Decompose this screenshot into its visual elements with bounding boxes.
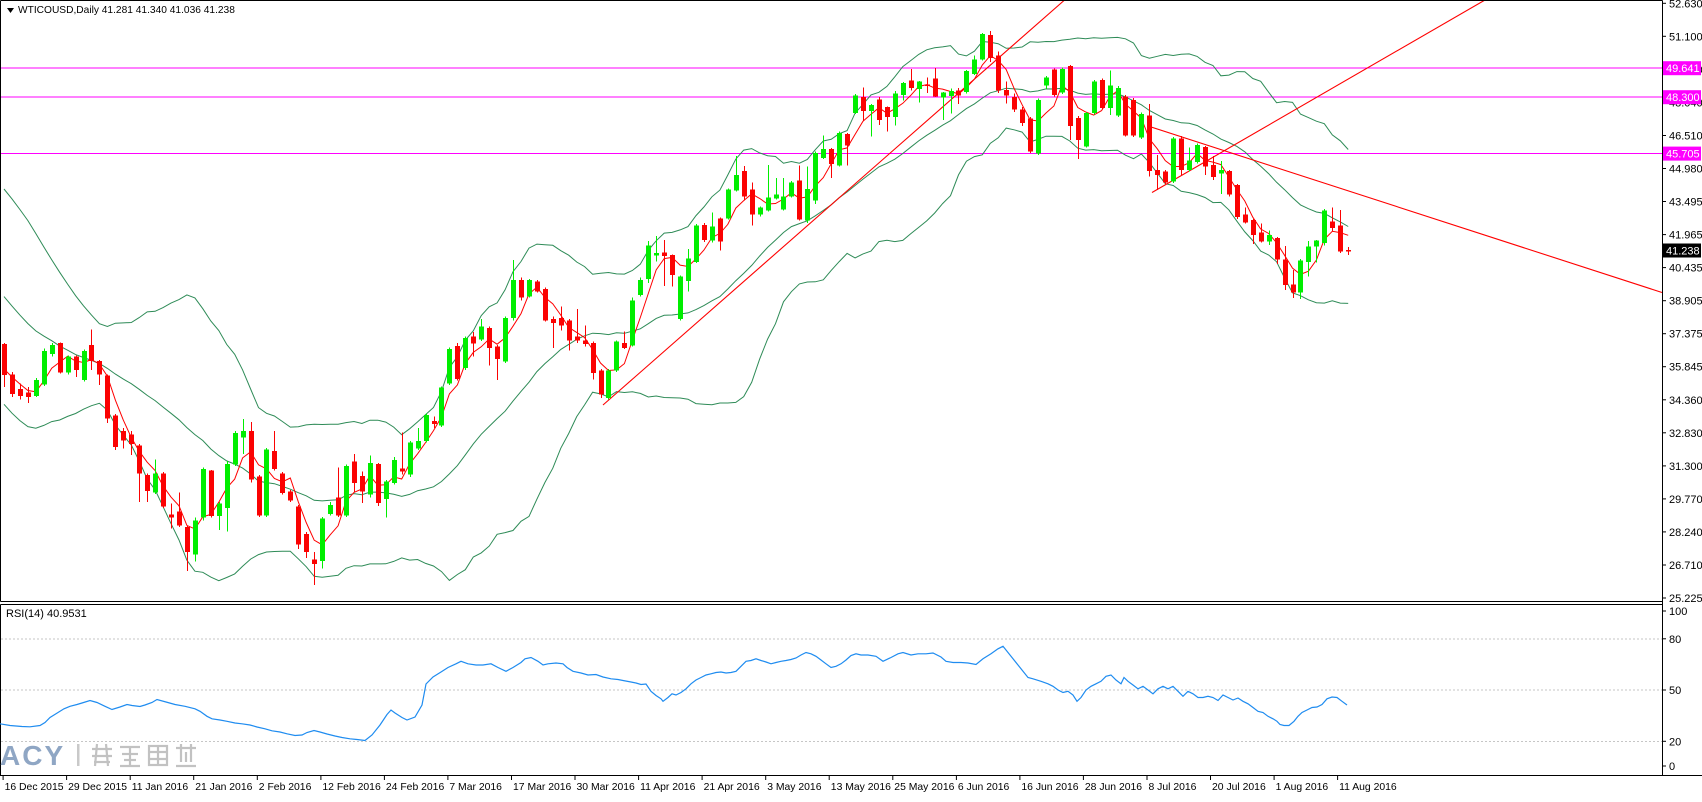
svg-text:25 May 2016: 25 May 2016 — [894, 782, 954, 793]
svg-text:11 Aug 2016: 11 Aug 2016 — [1339, 782, 1397, 793]
svg-text:49.641: 49.641 — [1666, 63, 1700, 75]
svg-text:20: 20 — [1669, 736, 1681, 748]
svg-text:34.360: 34.360 — [1669, 395, 1702, 407]
svg-text:24 Feb 2016: 24 Feb 2016 — [386, 782, 445, 793]
svg-text:25.225: 25.225 — [1669, 593, 1702, 605]
svg-text:38.905: 38.905 — [1669, 296, 1702, 308]
svg-text:0: 0 — [1669, 761, 1675, 773]
svg-text:32.830: 32.830 — [1669, 428, 1702, 440]
svg-text:29.770: 29.770 — [1669, 494, 1702, 506]
svg-text:20 Jul 2016: 20 Jul 2016 — [1212, 782, 1266, 793]
svg-text:41.965: 41.965 — [1669, 230, 1702, 242]
svg-text:35.845: 35.845 — [1669, 362, 1702, 374]
svg-text:2 Feb 2016: 2 Feb 2016 — [259, 782, 312, 793]
svg-text:7 Mar 2016: 7 Mar 2016 — [449, 782, 502, 793]
svg-text:28 Jun 2016: 28 Jun 2016 — [1085, 782, 1142, 793]
svg-text:16 Jun 2016: 16 Jun 2016 — [1021, 782, 1078, 793]
svg-text:44.980: 44.980 — [1669, 164, 1702, 176]
svg-text:12 Feb 2016: 12 Feb 2016 — [322, 782, 381, 793]
svg-text:21 Apr 2016: 21 Apr 2016 — [704, 782, 760, 793]
svg-text:26.710: 26.710 — [1669, 560, 1702, 572]
svg-text:80: 80 — [1669, 634, 1681, 646]
svg-text:100: 100 — [1669, 606, 1687, 618]
svg-text:46.510: 46.510 — [1669, 131, 1702, 143]
svg-text:43.495: 43.495 — [1669, 197, 1702, 209]
svg-text:37.375: 37.375 — [1669, 329, 1702, 341]
svg-text:51.100: 51.100 — [1669, 31, 1702, 43]
svg-text:48.300: 48.300 — [1666, 92, 1700, 104]
svg-text:31.300: 31.300 — [1669, 461, 1702, 473]
svg-text:13 May 2016: 13 May 2016 — [831, 782, 891, 793]
svg-text:29 Dec 2015: 29 Dec 2015 — [68, 782, 127, 793]
svg-text:3 May 2016: 3 May 2016 — [767, 782, 822, 793]
svg-text:8 Jul 2016: 8 Jul 2016 — [1149, 782, 1197, 793]
svg-text:50: 50 — [1669, 685, 1681, 697]
svg-text:16 Dec 2015: 16 Dec 2015 — [5, 782, 64, 793]
svg-text:30 Mar 2016: 30 Mar 2016 — [577, 782, 636, 793]
svg-text:52.630: 52.630 — [1669, 0, 1702, 10]
svg-text:6 Jun 2016: 6 Jun 2016 — [958, 782, 1010, 793]
svg-text:WTICOUSD,Daily 41.281 41.340: WTICOUSD,Daily 41.281 41.340 41.036 41.2… — [18, 5, 235, 16]
svg-text:1 Aug 2016: 1 Aug 2016 — [1276, 782, 1329, 793]
svg-text:11 Apr 2016: 11 Apr 2016 — [640, 782, 695, 793]
svg-text:17 Mar 2016: 17 Mar 2016 — [513, 782, 572, 793]
svg-text:45.705: 45.705 — [1666, 149, 1700, 161]
svg-text:RSI(14) 40.9531: RSI(14) 40.9531 — [6, 608, 87, 620]
svg-text:40.435: 40.435 — [1669, 263, 1702, 275]
svg-text:ACY: ACY — [0, 740, 65, 771]
svg-text:11 Jan 2016: 11 Jan 2016 — [132, 782, 189, 793]
svg-text:28.240: 28.240 — [1669, 527, 1702, 539]
svg-text:41.238: 41.238 — [1666, 246, 1700, 258]
svg-text:21 Jan 2016: 21 Jan 2016 — [195, 782, 252, 793]
